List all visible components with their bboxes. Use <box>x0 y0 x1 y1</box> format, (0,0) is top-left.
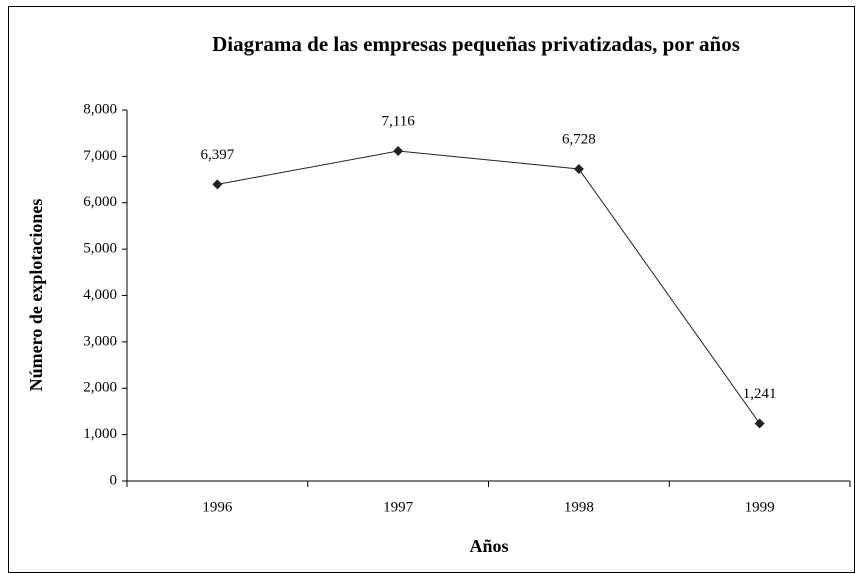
data-label: 7,116 <box>382 113 416 129</box>
x-axis-label: Años <box>469 536 508 556</box>
x-tick-label: 1997 <box>383 499 414 515</box>
data-point <box>573 163 584 174</box>
y-tick-label: 7,000 <box>83 148 117 164</box>
data-line <box>217 150 761 424</box>
data-point <box>754 418 765 429</box>
x-tick-label: 1999 <box>745 499 775 515</box>
x-tick-label: 1998 <box>564 499 594 515</box>
y-tick-label: 5,000 <box>83 241 117 257</box>
y-axis-label: Número de explotaciones <box>26 199 46 392</box>
y-tick-label: 1,000 <box>83 426 117 442</box>
data-point <box>212 179 223 190</box>
x-tick-label: 1996 <box>202 499 233 515</box>
data-label: 1,241 <box>743 386 777 402</box>
data-label: 6,397 <box>201 147 235 163</box>
y-tick-label: 2,000 <box>83 380 117 396</box>
chart-title: Diagrama de las empresas pequeñas privat… <box>212 32 740 56</box>
data-point <box>393 145 404 156</box>
y-tick-label: 8,000 <box>83 101 117 117</box>
data-label: 6,728 <box>562 131 596 147</box>
chart-border <box>8 6 855 573</box>
y-tick-label: 0 <box>110 472 118 488</box>
y-tick-label: 6,000 <box>83 194 117 210</box>
y-tick-label: 4,000 <box>83 287 117 303</box>
y-tick-label: 3,000 <box>83 333 117 349</box>
